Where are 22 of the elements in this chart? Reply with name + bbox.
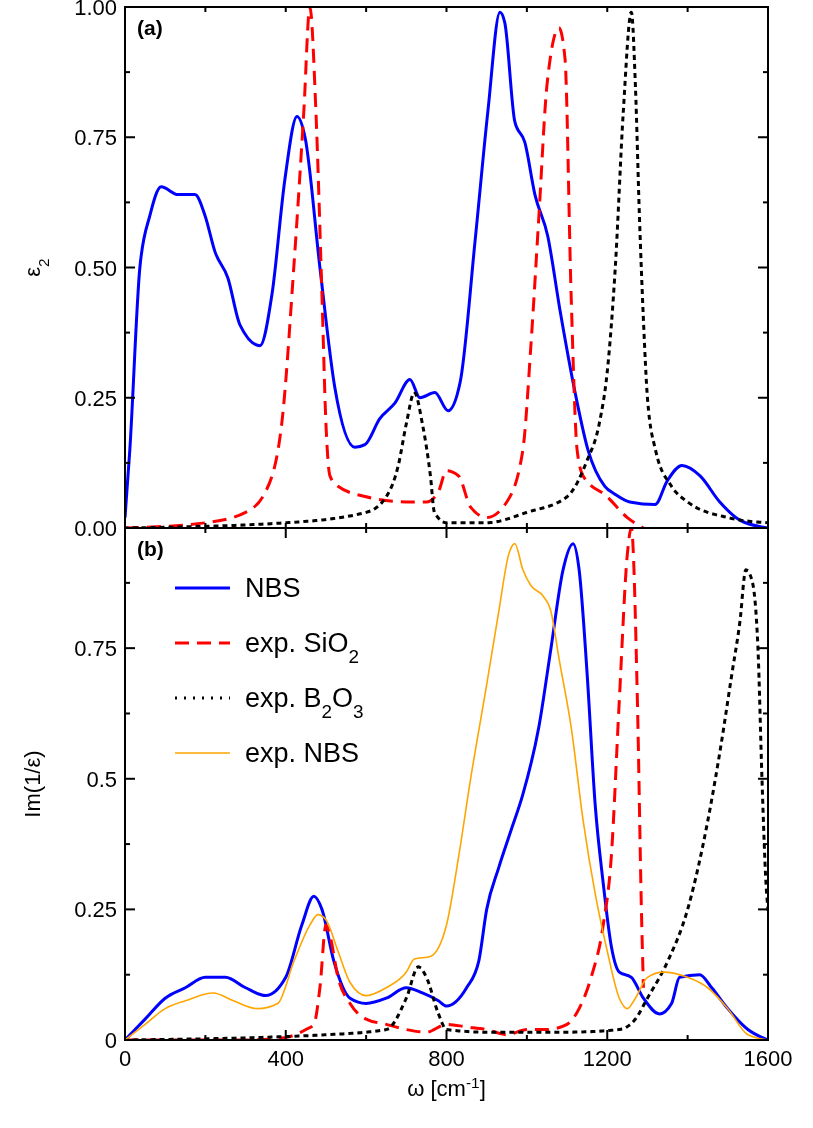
legend-label: exp. SiO$_{2}$ — [245, 628, 360, 667]
annotation: (b) — [137, 537, 164, 560]
legend-label: NBS — [245, 573, 301, 603]
y-tick-label: 0.00 — [74, 516, 117, 541]
y-axis-title: Im(1/ε) — [20, 750, 45, 818]
y-tick-label: 0.25 — [74, 897, 117, 923]
x-tick-label: 800 — [428, 1046, 465, 1071]
legend-label: exp. NBS — [245, 738, 360, 768]
y-tick-label: 0.5 — [86, 766, 117, 792]
x-tick-label: 1600 — [743, 1046, 793, 1071]
x-tick-label: 400 — [267, 1046, 305, 1071]
y-tick-label: 0 — [104, 1028, 117, 1053]
annotation: (a) — [137, 16, 163, 39]
line-series — [125, 7, 645, 528]
legend-label: exp. B$_{2}$O$_{3}$ — [245, 683, 364, 722]
y-tick-label: 0.75 — [74, 636, 117, 662]
y-tick-label: 0.50 — [74, 255, 117, 281]
y-tick-label: 0.75 — [74, 125, 117, 151]
x-axis-title: ω [cm$^{-1}$] — [407, 1073, 486, 1101]
y-tick-label: 1.00 — [74, 0, 117, 20]
y-tick-label: 0.25 — [74, 385, 117, 411]
x-tick-label: 1200 — [582, 1046, 632, 1071]
